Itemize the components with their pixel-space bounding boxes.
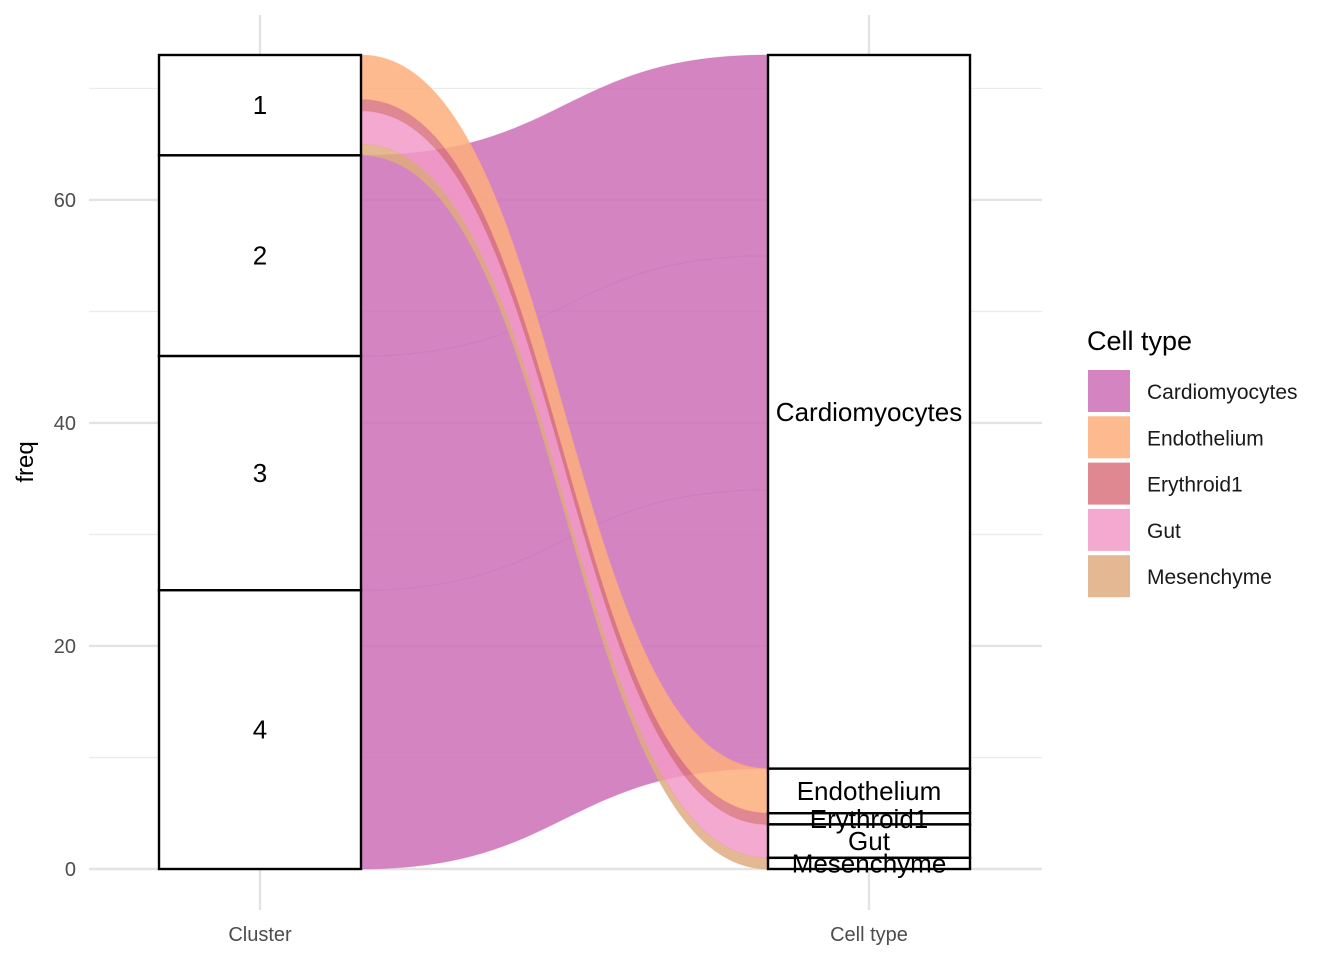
cluster-stratum: [157, 589, 363, 871]
x-axis: Cluster Cell type: [228, 924, 908, 946]
legend-label: Gut: [1147, 520, 1181, 543]
legend-swatch: [1088, 555, 1130, 598]
y-axis-title: freq: [12, 441, 39, 482]
legend-title: Cell type: [1087, 326, 1192, 356]
y-tick-label: 20: [54, 636, 76, 658]
legend: Cell type Cardiomyocytes Endothelium Eryth…: [1087, 326, 1298, 598]
legend-swatch: [1088, 508, 1130, 551]
stratum-label: Mesenchyme: [792, 848, 947, 878]
x-tick-label: Cell type: [830, 924, 908, 946]
stratum-label: Endothelium: [797, 776, 942, 806]
y-axis: 0 20 40 60: [54, 190, 76, 881]
legend-swatch: [1088, 370, 1130, 412]
legend-label: Endothelium: [1147, 427, 1264, 450]
stratum-label: 2: [253, 241, 267, 271]
y-tick-label: 40: [54, 413, 76, 435]
stratum-layer: 1 2 3 4 Cardiomyocytes EndotheliumErythroid1G…: [157, 53, 972, 878]
cluster-stratum: [157, 354, 363, 592]
legend-label: Mesenchyme: [1147, 566, 1272, 589]
legend-label: Cardiomyocytes: [1147, 381, 1298, 404]
stratum-label: Erythroid1: [810, 804, 929, 834]
y-tick-label: 60: [54, 190, 76, 212]
cell-type-stratum: [766, 767, 972, 815]
stratum-label: 1: [253, 90, 267, 120]
stratum-label: 3: [253, 458, 267, 488]
stratum-label: 4: [253, 715, 267, 745]
flow-layer: [360, 54, 769, 870]
cell-type-stratum: [766, 53, 972, 770]
stratum-label: Gut: [848, 826, 891, 856]
legend-swatch: [1088, 462, 1130, 505]
cell-type-stratum: [766, 856, 972, 871]
legend-swatch: [1088, 416, 1130, 459]
y-tick-label: 0: [65, 859, 76, 881]
x-tick-label: Cluster: [228, 924, 292, 946]
stratum-label: Cardiomyocytes: [776, 397, 962, 427]
legend-label: Erythroid1: [1147, 474, 1243, 497]
